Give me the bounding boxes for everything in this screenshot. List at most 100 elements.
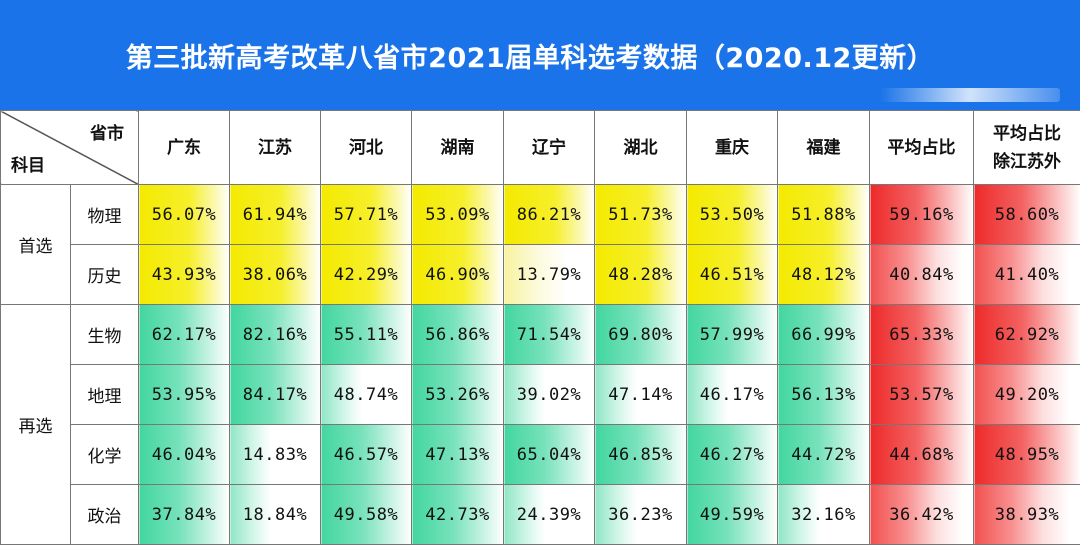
value-text: 46.17% [699,384,765,405]
value-text: 44.68% [889,444,954,465]
value-cell: 62.92% [973,304,1080,365]
value-text: 14.83% [242,444,308,465]
value-cell: 18.84% [229,484,321,545]
title-bar: 第三批新高考改革八省市2021届单科选考数据（2020.12更新） [0,0,1080,110]
value-text: 53.09% [425,204,490,225]
corner-province-label: 省市 [90,124,124,144]
column-header: 重庆 [686,110,778,185]
value-cell: 53.09% [411,184,504,245]
value-cell: 56.13% [777,364,870,425]
data-table: 省市 科目 广东 江苏 河北 湖南 辽宁 湖北 重庆 福建 平均占比 平均占比 … [0,110,1080,545]
value-cell: 66.99% [777,304,870,365]
value-text: 49.58% [333,504,399,525]
value-cell: 62.17% [138,304,230,365]
value-cell: 44.68% [869,424,974,485]
value-text: 46.27% [699,444,765,465]
value-cell: 53.95% [138,364,230,425]
value-cell: 40.84% [869,244,974,305]
value-text: 39.02% [516,384,582,405]
subject-label: 历史 [70,244,139,305]
value-cell: 48.95% [973,424,1080,485]
value-text: 46.90% [425,264,490,285]
value-cell: 65.33% [869,304,974,365]
group-label: 再选 [0,304,71,545]
table-row: 地理 53.95% 84.17% 48.74% 53.26% 39.02% 47.14% 46… [1,364,1080,425]
column-header: 广东 [138,110,230,185]
value-text: 41.40% [994,264,1060,285]
subject-label: 化学 [70,424,139,485]
group-label: 首选 [0,184,71,305]
value-cell: 53.50% [686,184,778,245]
column-header-average-excluding-jiangsu: 平均占比 除江苏外 [973,110,1080,185]
value-cell: 69.80% [594,304,687,365]
value-cell: 47.13% [411,424,504,485]
value-cell: 51.88% [777,184,870,245]
value-cell: 56.07% [138,184,230,245]
value-cell: 56.86% [411,304,504,365]
value-text: 71.54% [516,324,582,345]
value-text: 56.07% [151,204,217,225]
value-cell: 71.54% [503,304,595,365]
column-header: 湖南 [411,110,504,185]
subject-label: 政治 [70,484,139,545]
value-text: 48.95% [994,444,1060,465]
value-cell: 82.16% [229,304,321,365]
value-text: 42.29% [333,264,399,285]
corner-header: 省市 科目 [0,110,139,185]
value-cell: 36.42% [869,484,974,545]
value-cell: 46.27% [686,424,778,485]
value-cell: 58.60% [973,184,1080,245]
value-text: 46.85% [608,444,673,465]
value-text: 32.16% [791,504,856,525]
value-cell: 48.28% [594,244,687,305]
value-cell: 14.83% [229,424,321,485]
value-text: 49.59% [699,504,765,525]
value-text: 47.13% [425,444,490,465]
value-text: 58.60% [994,204,1060,225]
value-cell: 51.73% [594,184,687,245]
value-cell: 48.74% [320,364,412,425]
table-row: 再选 生物 62.17% 82.16% 55.11% 56.86% 71.54% 69.80%… [0,304,1080,545]
value-text: 62.17% [151,324,217,345]
value-text: 57.99% [699,324,765,345]
value-cell: 46.57% [320,424,412,485]
value-cell: 46.17% [686,364,778,425]
value-text: 56.13% [791,384,856,405]
column-header: 江苏 [229,110,321,185]
value-text: 36.42% [889,504,954,525]
column-header: 福建 [777,110,870,185]
value-text: 65.04% [516,444,582,465]
value-cell: 53.26% [411,364,504,425]
value-cell: 65.04% [503,424,595,485]
value-text: 51.88% [791,204,856,225]
value-text: 36.23% [608,504,673,525]
value-text: 49.20% [994,384,1060,405]
value-cell: 32.16% [777,484,870,545]
subject-label: 生物 [70,304,139,365]
value-cell: 53.57% [869,364,974,425]
value-cell: 46.90% [411,244,504,305]
value-text: 59.16% [889,204,954,225]
value-text: 38.06% [242,264,308,285]
value-cell: 86.21% [503,184,595,245]
value-cell: 57.71% [320,184,412,245]
value-cell: 43.93% [138,244,230,305]
value-cell: 49.59% [686,484,778,545]
value-text: 57.71% [333,204,399,225]
value-cell: 46.04% [138,424,230,485]
value-cell: 24.39% [503,484,595,545]
value-text: 51.73% [608,204,673,225]
value-text: 62.92% [994,324,1060,345]
value-text: 24.39% [516,504,582,525]
value-text: 55.11% [333,324,399,345]
value-cell: 48.12% [777,244,870,305]
value-cell: 84.17% [229,364,321,425]
value-text: 18.84% [242,504,308,525]
value-cell: 42.73% [411,484,504,545]
table-row: 化学 46.04% 14.83% 46.57% 47.13% 65.04% 46.85% 46… [1,424,1080,485]
subject-label: 物理 [70,184,139,245]
value-text: 40.84% [889,264,954,285]
value-text: 65.33% [889,324,954,345]
value-cell: 44.72% [777,424,870,485]
table-row: 政治 37.84% 18.84% 49.58% 42.73% 24.39% 36.23% 49… [1,484,1080,545]
